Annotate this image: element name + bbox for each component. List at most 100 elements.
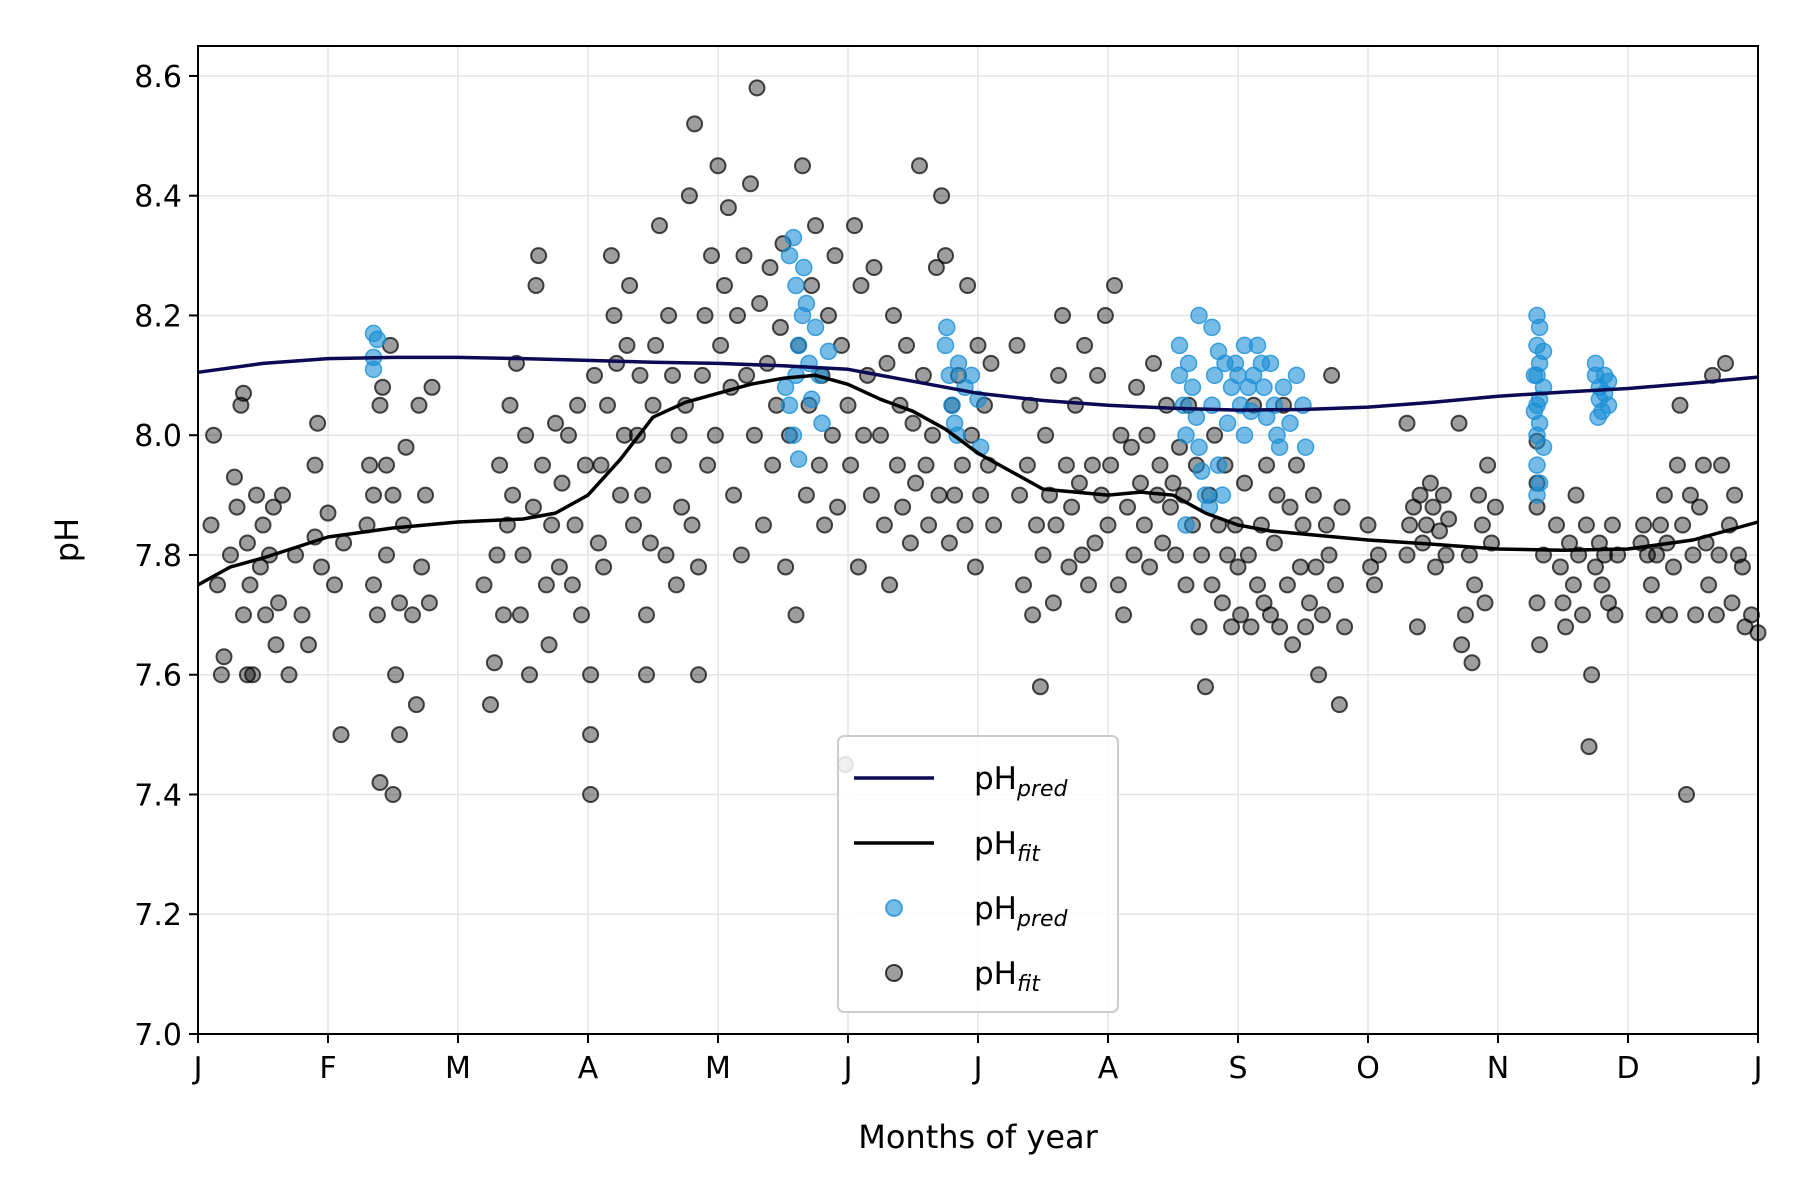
legend-label-subscript: fit [1017,972,1041,997]
fit-point [1554,594,1572,612]
fit-point [933,187,951,205]
fit-point [274,486,291,504]
fit-point [1115,606,1133,624]
fit-point [911,157,928,175]
fit-point [384,785,402,803]
fit-point [1018,456,1036,474]
fit-point [712,336,730,354]
fit-point [1070,474,1088,492]
fit-point [846,217,863,235]
fit-point [1015,576,1032,594]
fit-point [690,558,707,576]
fit-point [920,516,938,534]
pred-point [1183,378,1202,397]
fit-point [573,606,590,624]
x-tick-label: J [842,1051,853,1086]
fit-point [1073,546,1091,564]
fit-point [488,546,506,564]
y-axis-title: pH [48,518,86,562]
pred-points-layer [364,228,1618,534]
fit-point [1291,558,1309,576]
pred-point [802,390,821,409]
fit-point [696,306,714,324]
pred-point [943,396,961,415]
fit-point [1473,516,1491,534]
fit-point [732,546,750,564]
fit-point [683,516,701,534]
fit-point [228,498,246,516]
pred-point [776,378,795,397]
fit-point [1112,426,1130,444]
pred-point [1190,306,1208,325]
fit-point [511,606,529,624]
fit-point [719,199,737,217]
pred-point [1179,354,1198,373]
fit-point [1232,606,1250,624]
fit-point [881,576,899,594]
fit-point [209,576,226,594]
fit-point [1193,546,1211,564]
pred-point [1281,414,1299,432]
fit-point [1028,516,1045,534]
fit-point [222,546,239,564]
legend-label-subscript: fit [1017,842,1041,867]
fit-point [1213,594,1231,612]
fit-point [1548,516,1565,534]
pred-point [789,450,808,468]
fit-point [365,576,382,594]
fit-point [504,486,522,504]
fit-point [894,498,912,516]
fit-point [885,306,902,324]
fit-point [1359,516,1377,534]
fit-point [1047,516,1065,534]
fit-point [225,468,243,486]
fit-point [1330,696,1348,714]
fit-point [816,516,834,534]
fit-point [839,396,857,414]
fit-point [371,774,389,792]
fit-point [1411,486,1429,504]
fit-point [501,396,519,414]
pred-line [197,355,1759,412]
fit-point [378,546,395,564]
fit-point [1223,618,1240,636]
fit-point [612,486,629,504]
fit-point [1603,516,1621,534]
pred-point [1187,408,1206,426]
pred-point [797,294,816,313]
fit-point [1577,516,1595,534]
pred-point [1209,456,1228,474]
pred-point [1599,372,1618,391]
fit-point [673,498,691,516]
fit-point [534,456,551,474]
fit-point [703,247,720,265]
legend-label-base: pH [974,826,1017,862]
fit-point [1661,606,1679,624]
fit-line [197,373,1759,587]
fit-point [566,516,584,534]
fit-point [1336,618,1354,636]
fit-point [1268,486,1286,504]
pred-point [780,396,799,415]
fit-point [1457,606,1474,624]
fit-point [1125,546,1143,564]
fit-point [1710,546,1728,564]
fit-point [706,426,724,444]
pred-point [795,258,813,277]
fit-point [1551,558,1569,576]
fit-point [647,336,665,354]
fit-point [865,259,883,277]
fit-point [1096,306,1114,324]
fit-point [829,498,847,516]
fit-point [1314,606,1331,624]
fit-point [924,426,941,444]
fit-point [306,456,324,474]
fit-point [1031,678,1049,696]
fit-point [530,247,548,265]
fit-point [371,396,389,414]
fit-point [693,366,711,384]
fit-point [1164,474,1182,492]
fit-point [1726,486,1744,504]
fit-point [1567,486,1585,504]
